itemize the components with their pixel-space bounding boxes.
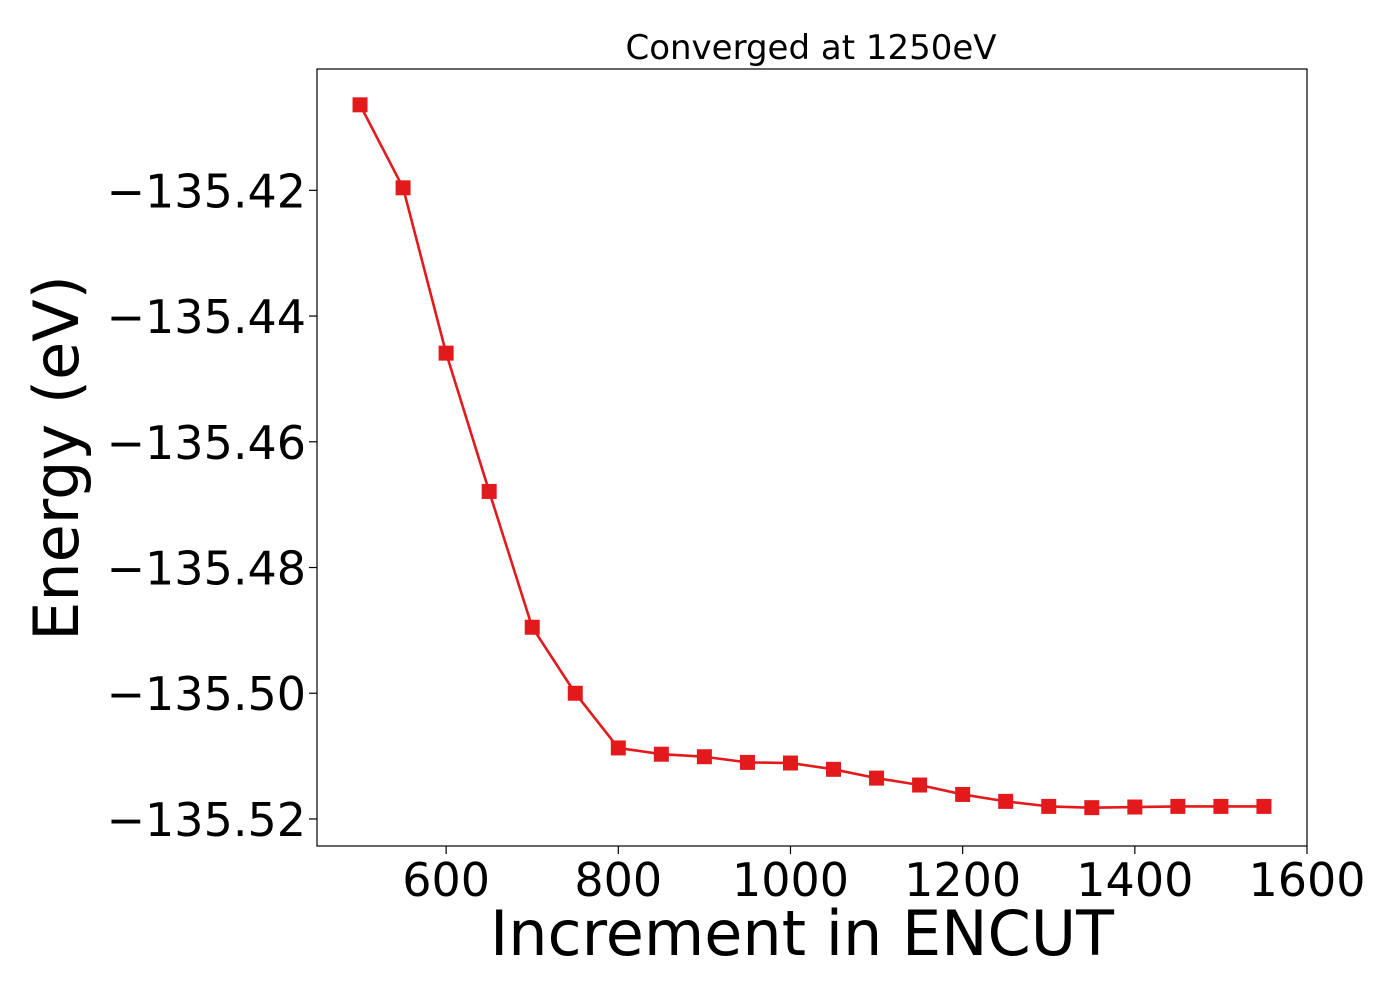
x-axis-label: Increment in ENCUT	[490, 897, 1115, 970]
energy-data-point	[1256, 798, 1272, 814]
y-tick-label: −135.48	[107, 542, 307, 596]
x-tick-label: 1200	[904, 853, 1021, 907]
energy-data-point	[782, 755, 798, 771]
plot-frame	[316, 68, 1308, 847]
energy-data-point	[1170, 798, 1186, 814]
series-layer	[352, 97, 1272, 816]
y-tick-label: −135.52	[107, 793, 307, 847]
y-axis-ticks: −135.42 −135.44 −135.46 −135.48 −135.50 −135.…	[107, 164, 317, 847]
energy-data-point	[1213, 798, 1229, 814]
y-tick-label: −135.44	[107, 290, 307, 344]
x-tick-label: 1000	[732, 853, 849, 907]
energy-data-point	[696, 749, 712, 765]
energy-data-point	[826, 761, 842, 777]
x-tick-label: 1400	[1076, 853, 1193, 907]
energy-data-point	[438, 345, 454, 361]
energy-data-point	[998, 793, 1014, 809]
chart-title: Converged at 1250eV	[625, 28, 996, 68]
energy-data-point	[912, 777, 928, 793]
energy-series-line	[358, 104, 1264, 809]
y-axis-label: Energy (eV)	[20, 275, 93, 641]
energy-data-point	[610, 740, 626, 756]
x-tick-label: 600	[402, 853, 490, 907]
energy-data-point	[955, 786, 971, 802]
y-tick-label: −135.46	[107, 416, 307, 470]
energy-data-point	[352, 97, 368, 113]
energy-data-point	[1041, 798, 1057, 814]
x-tick-label: 800	[574, 853, 662, 907]
energy-data-point	[1084, 800, 1100, 816]
energy-data-point	[1127, 799, 1143, 815]
x-tick-label: 1600	[1248, 853, 1365, 907]
energy-data-point	[395, 180, 411, 196]
energy-data-point	[653, 746, 669, 762]
y-tick-label: −135.50	[107, 667, 307, 721]
energy-data-point	[869, 770, 885, 786]
energy-data-point	[524, 619, 540, 635]
energy-data-point	[481, 483, 497, 499]
energy-data-point	[739, 754, 755, 770]
y-tick-label: −135.42	[107, 164, 307, 218]
x-axis-ticks: 600 800 1000 1200 1400 1600	[402, 846, 1366, 907]
energy-data-point	[567, 685, 583, 701]
